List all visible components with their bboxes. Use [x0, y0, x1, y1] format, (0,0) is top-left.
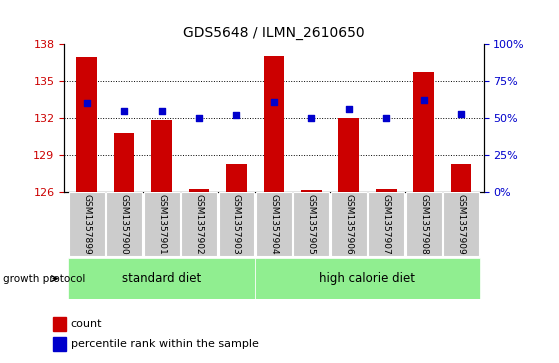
Bar	[114, 133, 135, 192]
Bar	[376, 189, 396, 192]
Point	[120, 108, 129, 114]
Bar	[301, 190, 321, 192]
Point	[195, 115, 203, 121]
FancyBboxPatch shape	[69, 192, 105, 256]
Point	[419, 97, 428, 103]
FancyBboxPatch shape	[406, 192, 442, 256]
Bar	[413, 72, 434, 192]
Bar	[189, 189, 209, 192]
FancyBboxPatch shape	[144, 192, 179, 256]
Bar	[77, 57, 97, 192]
Bar	[339, 118, 359, 192]
Point	[382, 115, 391, 121]
Point	[307, 115, 316, 121]
Bar	[53, 317, 67, 331]
Text: GSM1357905: GSM1357905	[307, 194, 316, 255]
Point	[232, 112, 241, 118]
Bar	[451, 164, 471, 192]
Text: standard diet: standard diet	[122, 272, 201, 285]
Text: percentile rank within the sample: percentile rank within the sample	[71, 339, 259, 350]
Bar	[151, 121, 172, 192]
Bar	[226, 164, 247, 192]
Point	[269, 99, 278, 105]
FancyBboxPatch shape	[368, 192, 404, 256]
Point	[82, 100, 91, 106]
Text: high calorie diet: high calorie diet	[320, 272, 415, 285]
Text: GSM1357909: GSM1357909	[457, 194, 466, 255]
FancyBboxPatch shape	[68, 258, 255, 299]
Text: GSM1357899: GSM1357899	[82, 194, 91, 255]
FancyBboxPatch shape	[293, 192, 329, 256]
Title: GDS5648 / ILMN_2610650: GDS5648 / ILMN_2610650	[183, 26, 364, 40]
FancyBboxPatch shape	[106, 192, 142, 256]
Text: GSM1357907: GSM1357907	[382, 194, 391, 255]
Bar	[264, 56, 284, 192]
Text: GSM1357900: GSM1357900	[120, 194, 129, 255]
Text: GSM1357902: GSM1357902	[195, 194, 203, 255]
Point	[344, 106, 353, 112]
FancyBboxPatch shape	[331, 192, 367, 256]
FancyBboxPatch shape	[255, 258, 480, 299]
Text: count: count	[71, 319, 102, 329]
FancyBboxPatch shape	[219, 192, 254, 256]
Point	[457, 111, 466, 117]
Bar	[53, 337, 67, 351]
Text: growth protocol: growth protocol	[3, 274, 85, 284]
Text: GSM1357903: GSM1357903	[232, 194, 241, 255]
Text: GSM1357906: GSM1357906	[344, 194, 353, 255]
Text: GSM1357901: GSM1357901	[157, 194, 166, 255]
Text: GSM1357908: GSM1357908	[419, 194, 428, 255]
FancyBboxPatch shape	[443, 192, 479, 256]
FancyBboxPatch shape	[256, 192, 292, 256]
Point	[157, 108, 166, 114]
Text: GSM1357904: GSM1357904	[269, 194, 278, 255]
FancyBboxPatch shape	[181, 192, 217, 256]
